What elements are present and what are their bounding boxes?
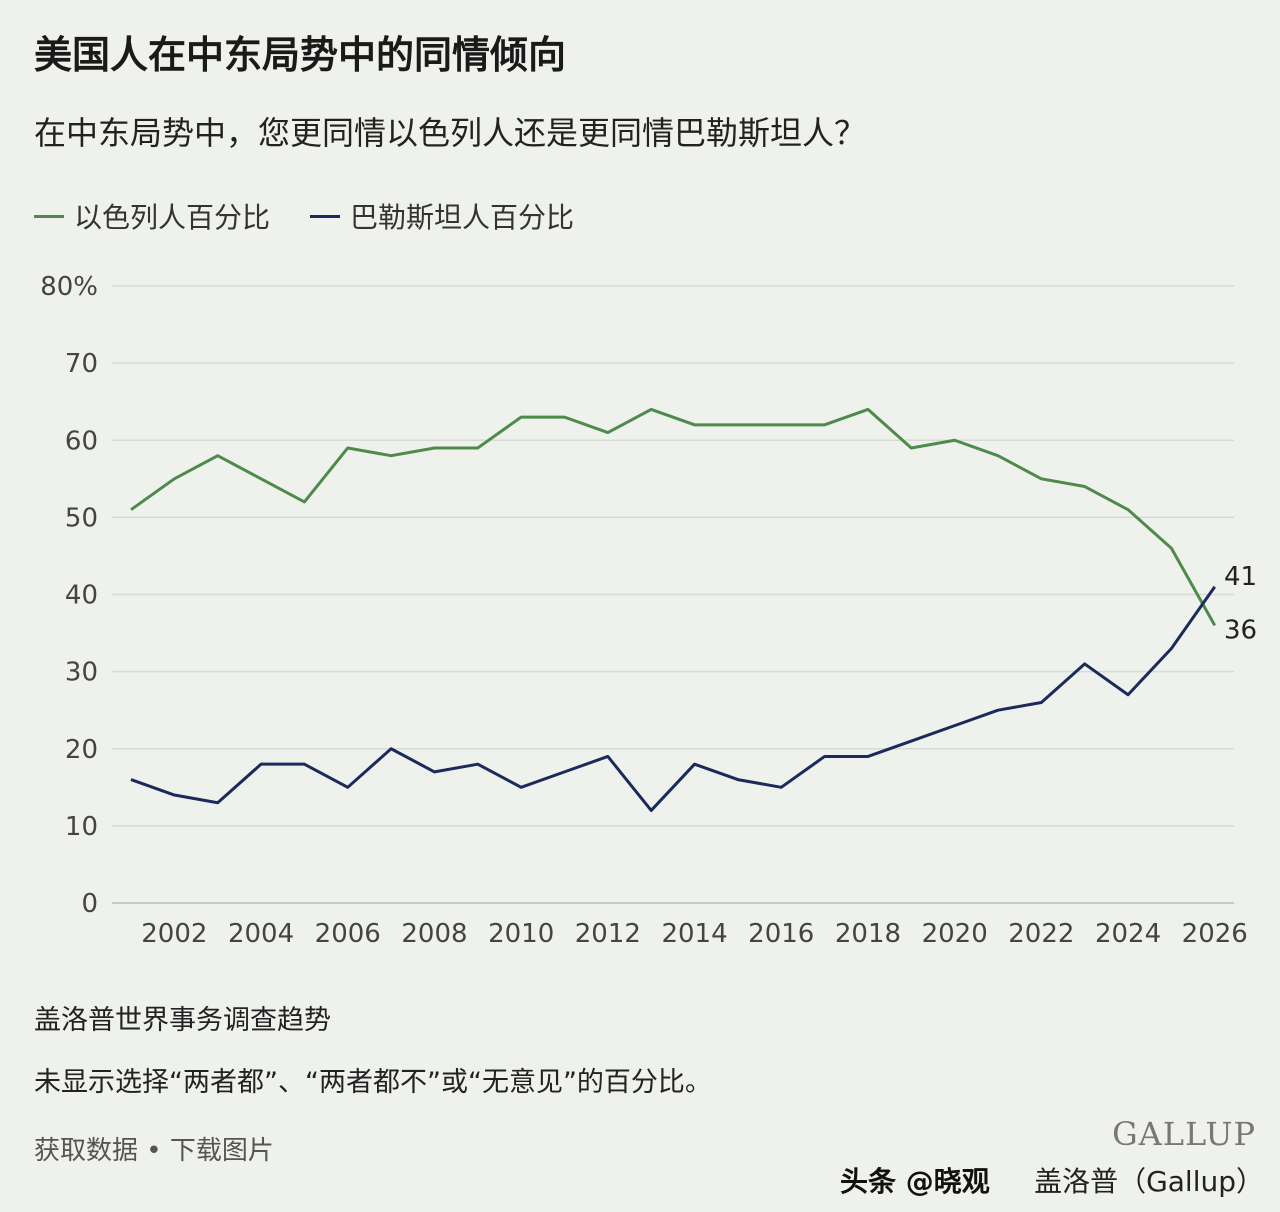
x-tick-label: 2008 (401, 919, 467, 949)
x-tick-label: 2024 (1095, 919, 1161, 949)
x-tick-label: 2014 (661, 919, 727, 949)
x-tick-label: 2026 (1182, 919, 1248, 949)
series-line-1 (130, 585, 1216, 812)
y-tick-label: 60 (65, 426, 98, 456)
y-tick-label: 0 (81, 889, 98, 919)
credit-text: 盖洛普（Gallup） (1034, 1165, 1264, 1198)
legend-swatch-green (34, 214, 64, 218)
legend-label: 以色列人百分比 (74, 201, 271, 234)
x-tick-label: 2012 (575, 919, 641, 949)
note-text: 未显示选择“两者都”、“两者都不”或“无意见”的百分比。 (34, 1067, 712, 1098)
end-label: 36 (1224, 615, 1257, 645)
series-line-0 (130, 407, 1217, 627)
x-tick-label: 2010 (488, 919, 554, 949)
gallup-logo: GALLUP (1112, 1115, 1256, 1153)
x-tick-label: 2022 (1008, 919, 1074, 949)
legend-label: 巴勒斯坦人百分比 (350, 201, 575, 234)
footer-links: 获取数据 • 下载图片 (34, 1130, 274, 1167)
get-data-link[interactable]: 获取数据 (34, 1136, 139, 1166)
y-tick-label: 50 (65, 503, 98, 533)
legend-swatch-navy (310, 214, 340, 218)
line-chart: 0 10 20 30 40 50 60 70 80% 2002 2004 2006 2008 2010 20… (40, 272, 1257, 949)
y-tick-label: 80% (40, 272, 98, 302)
x-tick-label: 2018 (835, 919, 901, 949)
end-label: 41 (1224, 562, 1257, 592)
y-tick-label: 20 (65, 735, 98, 765)
y-tick-label: 70 (65, 349, 98, 379)
download-image-link[interactable]: 下载图片 (169, 1136, 274, 1166)
x-tick-label: 2002 (141, 919, 207, 949)
y-tick-label: 10 (65, 812, 98, 842)
x-tick-label: 2016 (748, 919, 814, 949)
legend-item-palestine: 巴勒斯坦人百分比 (310, 196, 574, 236)
source-text: 盖洛普世界事务调查趋势 (34, 1005, 331, 1036)
separator: • (146, 1136, 162, 1166)
x-tick-label: 2004 (228, 919, 294, 949)
legend-item-israel: 以色列人百分比 (34, 196, 270, 236)
x-tick-label: 2006 (315, 919, 381, 949)
y-tick-label: 40 (65, 581, 98, 611)
chart-subtitle: 在中东局势中，您更同情以色列人还是更同情巴勒斯坦人？ (34, 114, 867, 152)
x-tick-label: 2020 (922, 919, 988, 949)
chart-title: 美国人在中东局势中的同情倾向 (34, 33, 567, 77)
y-tick-label: 30 (65, 658, 98, 688)
watermark: 头条 @晓观 (840, 1165, 990, 1198)
